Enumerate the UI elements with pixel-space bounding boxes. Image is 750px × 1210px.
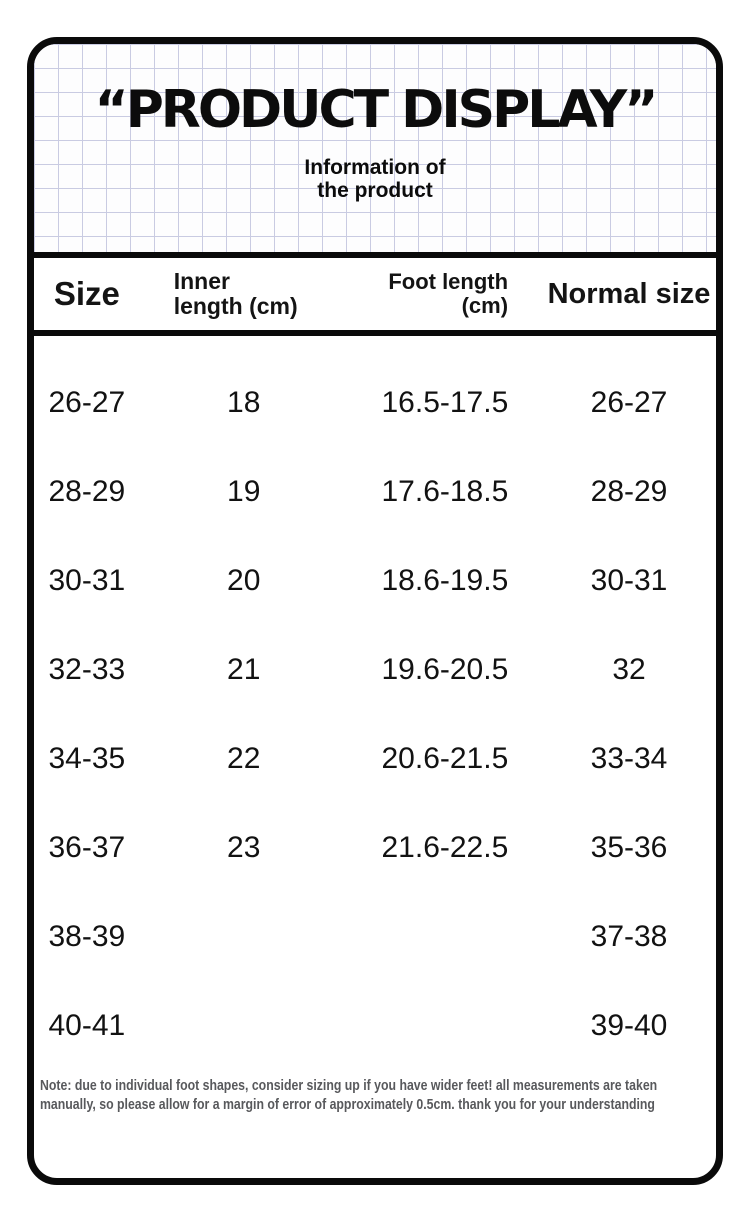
page-subtitle-line2: the product: [317, 179, 433, 203]
table-row: 40-41 39-40: [34, 981, 716, 1070]
column-header-inner-length-line1: Inner: [173, 268, 230, 295]
table-cell: 20.6-21.5: [381, 741, 509, 775]
table-cell: 35-36: [590, 830, 668, 864]
table-cell: 26-27: [48, 385, 126, 419]
table-cell: 26-27: [590, 385, 668, 419]
table-cell: 32: [612, 652, 646, 686]
column-header-foot-length-line1: Foot length: [388, 269, 509, 295]
note-line-2: manually, so please allow for a margin o…: [40, 1096, 655, 1113]
column-header-foot-length-line2: (cm): [461, 293, 509, 318]
page-title: “PRODUCT DISPLAY”: [94, 80, 659, 140]
table-row: 28-29 19 17.6-18.5 28-29: [34, 447, 716, 536]
table-row: 36-37 23 21.6-22.5 35-36: [34, 803, 716, 892]
table-body: 26-27 18 16.5-17.5 26-27 28-29 19 17.6-18.5 28-…: [34, 336, 716, 1070]
table-cell: 36-37: [48, 830, 126, 864]
table-cell: 21.6-22.5: [381, 830, 509, 864]
header-section: “PRODUCT DISPLAY” Information of the pro…: [34, 44, 716, 252]
table-cell: 18.6-19.5: [381, 563, 509, 597]
table-cell: 40-41: [48, 1008, 126, 1042]
note-text: Note: due to individual foot shapes, con…: [34, 1076, 716, 1114]
table-cell: 30-31: [48, 563, 126, 597]
table-cell: 38-39: [48, 919, 126, 953]
table-cell: 20: [227, 563, 261, 597]
table-row: 26-27 18 16.5-17.5 26-27: [34, 358, 716, 447]
table-cell: 34-35: [48, 741, 126, 775]
column-header-size: Size: [53, 275, 120, 312]
table-cell: 39-40: [590, 1008, 668, 1042]
column-header-inner-length: Inner length (cm): [140, 269, 348, 319]
table-cell: 22: [227, 741, 261, 775]
table-cell: 21: [227, 652, 261, 686]
table-cell: 23: [227, 830, 261, 864]
table-cell: 19.6-20.5: [381, 652, 509, 686]
table-cell: 17.6-18.5: [381, 474, 509, 508]
table-header-divider: [34, 330, 716, 336]
size-chart-card: “PRODUCT DISPLAY” Information of the pro…: [27, 37, 723, 1185]
column-header-foot-length: Foot length (cm): [348, 270, 542, 318]
table-cell: 37-38: [590, 919, 668, 953]
column-header-inner-length-line2: length (cm): [173, 293, 298, 319]
table-row: 30-31 20 18.6-19.5 30-31: [34, 536, 716, 625]
table-row: 38-39 37-38: [34, 892, 716, 981]
page-subtitle-line1: Information of: [304, 156, 446, 179]
table-row: 34-35 22 20.6-21.5 33-34: [34, 714, 716, 803]
page-subtitle: Information of the product: [34, 156, 716, 202]
table-header-row: Size Inner length (cm) Foot length (cm) …: [34, 258, 716, 330]
table-cell: 19: [227, 474, 261, 508]
note-line-1: Note: due to individual foot shapes, con…: [40, 1077, 658, 1094]
table-cell: 28-29: [48, 474, 126, 508]
table-cell: 32-33: [48, 652, 126, 686]
table-cell: 28-29: [590, 474, 668, 508]
table-cell: 30-31: [590, 563, 668, 597]
table-row: 32-33 21 19.6-20.5 32: [34, 625, 716, 714]
table-cell: 16.5-17.5: [381, 385, 509, 419]
header-divider: [34, 252, 716, 258]
table-cell: 33-34: [590, 741, 668, 775]
column-header-normal-size: Normal size: [547, 277, 711, 310]
table-cell: 18: [227, 385, 261, 419]
